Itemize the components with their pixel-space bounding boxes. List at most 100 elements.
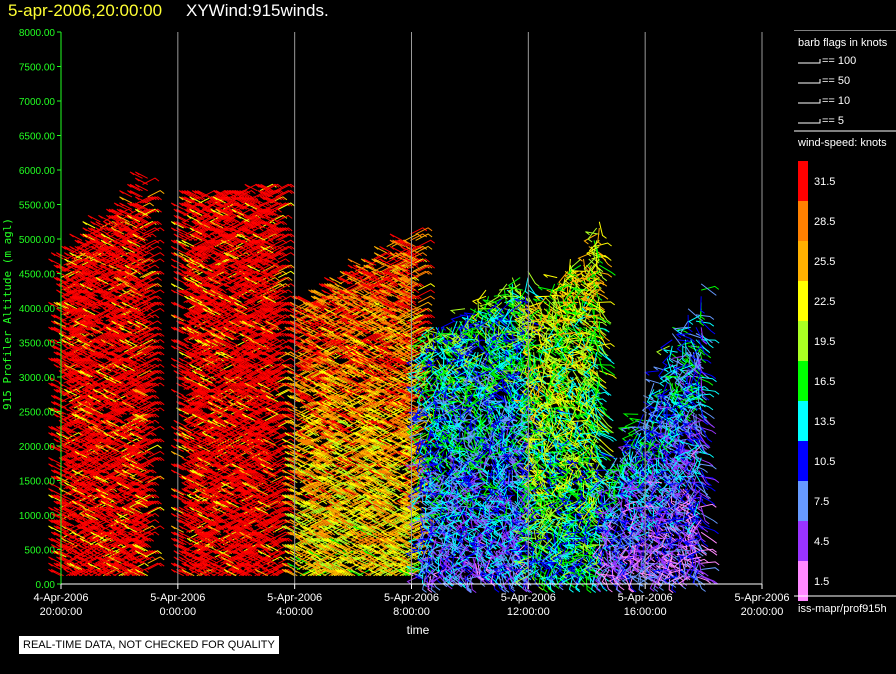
wind-barb [103,481,117,490]
wind-barb [95,401,109,409]
wind-barb [100,475,114,484]
wind-barb [61,556,75,564]
wind-barb [69,401,83,409]
wind-barb [50,426,64,434]
wind-barb [74,419,88,428]
wind-barb [95,270,109,279]
wind-barb [87,214,101,223]
wind-barb [97,531,115,539]
wind-barb [69,295,83,303]
wind-barb [53,277,67,285]
wind-barb [77,413,91,421]
wind-barb [63,276,81,285]
wind-barb [82,289,96,297]
wind-barb [113,425,131,434]
wind-barb [95,320,109,328]
wind-barb [71,463,85,471]
wind-barb [92,339,106,347]
wind-barb [58,506,72,515]
wind-barb [64,277,78,285]
wind-barb [71,357,85,366]
wind-barb [53,475,67,484]
wind-barb [58,419,72,428]
wind-barb [53,500,67,508]
wind-barb [60,394,78,403]
wind-barb [56,562,70,570]
wind-barb [77,388,91,397]
wind-barb [79,339,93,347]
wind-barb [87,295,101,303]
wind-barb [69,544,83,552]
wind-barb [64,407,78,415]
wind-barb [74,500,88,508]
wind-barb [98,326,112,334]
wind-barb [85,326,99,334]
wind-barb [48,301,62,310]
wind-barb [102,270,120,279]
wind-barb [69,488,83,496]
wind-barb [50,395,64,403]
wind-barb [103,494,117,502]
wind-barb [58,382,72,390]
wind-barb [90,339,104,347]
wind-barb [90,401,104,409]
wind-barb [61,444,75,452]
wind-barb [90,450,104,459]
wind-barb [66,550,80,558]
wind-barb [69,388,83,397]
wind-barb [92,239,106,248]
wind-barb [66,339,80,347]
wind-barb [103,550,117,558]
wind-barb [87,326,101,334]
wind-barb [102,258,120,266]
wind-barb [82,320,96,328]
wind-barb [63,525,81,533]
wind-barb [66,463,80,471]
wind-barb [53,363,67,372]
wind-barb [50,537,64,546]
wind-barb [74,245,88,254]
wind-barb [79,494,93,502]
wind-barb [71,488,85,496]
wind-barb [142,239,160,248]
wind-barb [48,376,62,384]
wind-barb [110,283,128,291]
wind-barb [61,376,75,384]
wind-barb [95,395,109,403]
wind-barb [77,519,91,527]
wind-barb [100,239,114,248]
wind-barb [98,463,112,471]
wind-barb [56,525,70,533]
wind-barb [284,481,298,490]
wind-barb [61,469,75,477]
wind-barb [82,407,96,415]
wind-barb [53,407,67,415]
wind-barb [82,426,96,434]
wind-barb [74,283,88,291]
wind-barb [87,525,101,533]
wind-barb [97,394,115,403]
wind-barb [64,500,78,508]
wind-barb [71,562,85,570]
wind-barb [85,444,99,452]
wind-barb [92,357,106,366]
wind-barb [100,419,114,428]
wind-barb [85,277,99,285]
wind-barb-field [48,171,720,594]
wind-barb [71,270,85,279]
wind-barb [90,221,104,229]
wind-barb [85,370,99,378]
wind-barb [113,388,131,397]
wind-barb [92,544,106,552]
wind-barb [79,320,93,328]
wind-barb [61,494,75,502]
wind-barb [87,419,101,428]
wind-barb [92,277,106,285]
wind-barb [79,270,93,279]
wind-barb [95,444,109,452]
wind-barb [82,513,96,521]
wind-barb [95,413,109,421]
wind-barb [84,388,102,397]
wind-barb [71,500,85,508]
